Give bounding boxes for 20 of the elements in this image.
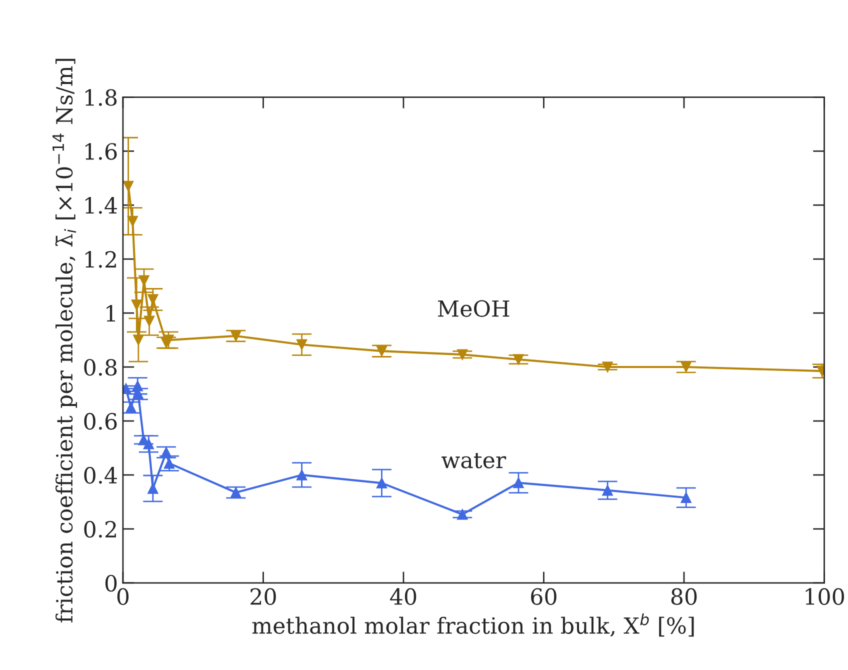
y-tick-label: 0 [105,574,117,592]
x-tick-label: 40 [390,588,416,605]
x-tick-label: 100 [806,588,844,605]
y-tick-label: 0.4 [84,466,117,484]
x-axis-title: methanol molar fraction in bulk, X$^{b}$ [%] [252,613,694,637]
y-tick-label: 1.4 [85,197,117,214]
y-tick-label: 1.2 [85,251,116,268]
y-tick-label: 0.6 [84,412,117,430]
y-tick-label: 0.8 [84,358,117,376]
x-tick-label: 60 [531,588,556,605]
y-axis-title: friction coefficient per molecule, λ̄$_{i}$ [×10$^{−14}$ Ns/m] [52,58,78,622]
y-tick-label: 1.6 [85,143,117,160]
series-label: MeOH [438,300,510,317]
x-tick-label: 20 [250,588,276,605]
y-tick-label: 1.8 [85,89,117,106]
x-tick-label: 0 [117,588,129,605]
series-label: water [441,452,506,468]
x-tick-label: 80 [671,588,697,605]
y-tick-label: 1 [106,304,115,322]
y-tick-label: 0.2 [84,520,116,538]
